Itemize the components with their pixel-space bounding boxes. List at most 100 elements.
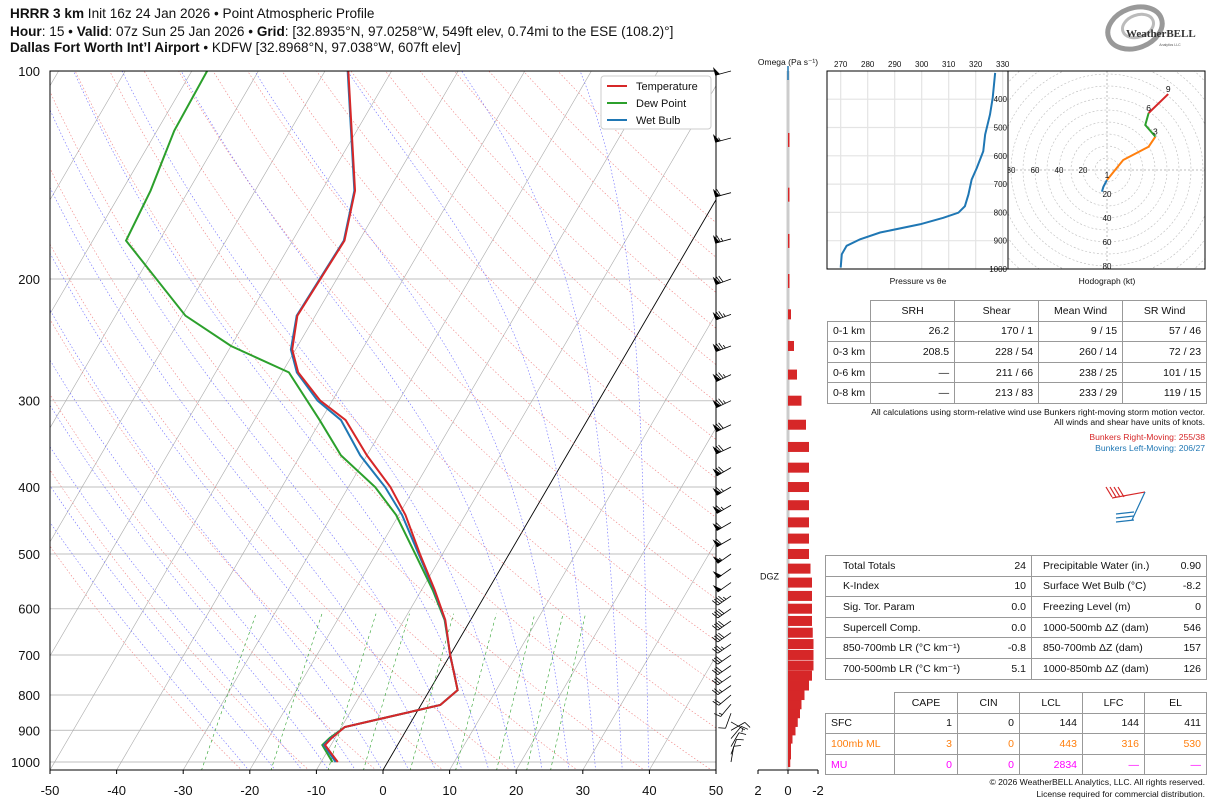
omega-tick-label: -2 xyxy=(812,783,824,798)
thetae-pressure-label: 700 xyxy=(994,180,1008,189)
barb-full xyxy=(714,678,721,684)
pressure-tick-label: 600 xyxy=(18,602,40,617)
barb-full xyxy=(716,677,723,683)
logo-swirl xyxy=(1121,12,1155,40)
wind-barb xyxy=(712,504,732,514)
hodograph-ring xyxy=(1094,157,1120,183)
hour-value: : 15 • xyxy=(41,24,77,39)
dry-adiabat xyxy=(74,71,712,770)
barb-full xyxy=(716,276,721,284)
barb-pennant xyxy=(712,585,722,593)
table-cell: 443 xyxy=(1019,733,1083,755)
moist-adiabat xyxy=(50,446,303,770)
dry-adiabat xyxy=(50,90,645,770)
hodograph-ring-label: 40 xyxy=(1103,214,1112,223)
dry-adiabat xyxy=(109,71,716,729)
barb-full xyxy=(718,620,725,627)
row-label: 0-3 km xyxy=(826,341,872,363)
barb-full xyxy=(711,600,719,606)
note-2: All winds and shear have units of knots. xyxy=(1054,417,1205,427)
barb-full xyxy=(711,689,719,695)
hodograph-plot: 20 20 40 40 60 60 80 80 xyxy=(1008,71,1205,271)
table-cell: 119 / 15 xyxy=(1122,382,1208,404)
table-cell: 208.5 xyxy=(870,341,956,363)
barb-pennant xyxy=(712,188,721,198)
parcel-label: MU xyxy=(825,753,895,776)
temperature-tick-label: -20 xyxy=(240,783,259,798)
isotherm xyxy=(50,71,392,657)
temperature-tick-label: -30 xyxy=(174,783,193,798)
barb-half xyxy=(718,137,721,142)
thetae-tick-label: 270 xyxy=(834,60,848,69)
index-pair: Precipitable Water (in.) 0.90 xyxy=(1037,560,1201,572)
rm-barb xyxy=(1117,486,1125,498)
table-cell: 3 xyxy=(894,733,958,755)
barb-pennant xyxy=(712,446,721,455)
pressure-tick-label: 100 xyxy=(18,64,40,79)
omega-bar xyxy=(788,577,812,588)
pressure-tick-label: 800 xyxy=(18,688,40,703)
moist-adiabat xyxy=(50,485,276,770)
moist-adiabat xyxy=(579,71,650,770)
thetae-frame xyxy=(826,70,1009,270)
wind-barb xyxy=(711,620,732,631)
omega-bar xyxy=(788,395,802,406)
dry-adiabat xyxy=(385,71,716,403)
index-label: 850-700mb LR (°C km⁻¹) xyxy=(843,642,961,655)
index-cell: Precipitable Water (in.) 0.90 xyxy=(1031,555,1207,577)
table-cell: — xyxy=(870,361,956,384)
temperature-tick-label: 0 xyxy=(379,783,386,798)
barb-half xyxy=(720,646,725,650)
barb-full xyxy=(716,311,721,319)
index-pair: Supercell Comp. 0.0 xyxy=(831,622,1026,634)
barb-full xyxy=(714,635,721,641)
wind-barb xyxy=(712,568,732,579)
moist-adiabat xyxy=(254,71,570,770)
barb-full xyxy=(716,666,723,673)
moist-adiabat xyxy=(121,71,516,770)
thetae-pressure-label: 800 xyxy=(994,208,1008,217)
mixing-ratio-line xyxy=(550,613,586,770)
hodograph-ring-label: 80 xyxy=(1103,262,1112,271)
barb-full xyxy=(718,398,724,405)
barb-full xyxy=(714,699,721,705)
thetae-line xyxy=(839,72,997,268)
barb-shaft xyxy=(718,694,732,706)
barb-pennant xyxy=(712,571,722,579)
omega-bar xyxy=(788,690,805,701)
logo-subtext: Analytics LLC xyxy=(1159,43,1181,47)
rm-barb xyxy=(1109,486,1117,498)
omega-bar xyxy=(788,733,793,744)
table-row: 850-700mb LR (°C km⁻¹) -0.8 850-700mb ΔZ (… xyxy=(825,637,1207,659)
barb-half xyxy=(720,488,724,492)
barb-half xyxy=(718,557,723,561)
omega-bar xyxy=(788,699,802,710)
lm-barb xyxy=(1115,511,1135,515)
wind-barb xyxy=(730,725,749,739)
moist-adiabat xyxy=(50,109,463,770)
index-pair: 1000-850mb ΔZ (dam) 126 xyxy=(1037,663,1201,675)
barb-full xyxy=(716,645,723,651)
moist-adiabat xyxy=(50,359,356,770)
valid-label: Valid xyxy=(76,24,109,39)
skewt-plot xyxy=(50,71,716,770)
legend-label: Dew Point xyxy=(636,98,686,110)
wind-barb xyxy=(730,732,747,747)
isotherm xyxy=(50,71,326,543)
barb-full xyxy=(711,669,719,675)
legend-label: Temperature xyxy=(636,81,698,93)
parcel-label: SFC xyxy=(825,712,895,735)
column-header: Mean Wind xyxy=(1038,300,1124,322)
omega-bar xyxy=(788,369,797,380)
lm-barb xyxy=(1115,519,1135,523)
copyright-1: © 2026 WeatherBELL Analytics, LLC. All r… xyxy=(989,777,1205,787)
barb-full xyxy=(714,657,721,664)
index-value: 0.0 xyxy=(1011,600,1026,613)
barb-full xyxy=(718,275,724,283)
barb-shaft xyxy=(717,595,732,606)
storm-motion-icon xyxy=(1105,486,1146,523)
index-pair: Freezing Level (m) 0 xyxy=(1037,601,1201,613)
lm-vector xyxy=(1131,491,1146,521)
barb-shaft xyxy=(717,685,732,696)
index-cell: 850-700mb LR (°C km⁻¹) -0.8 xyxy=(825,637,1032,659)
